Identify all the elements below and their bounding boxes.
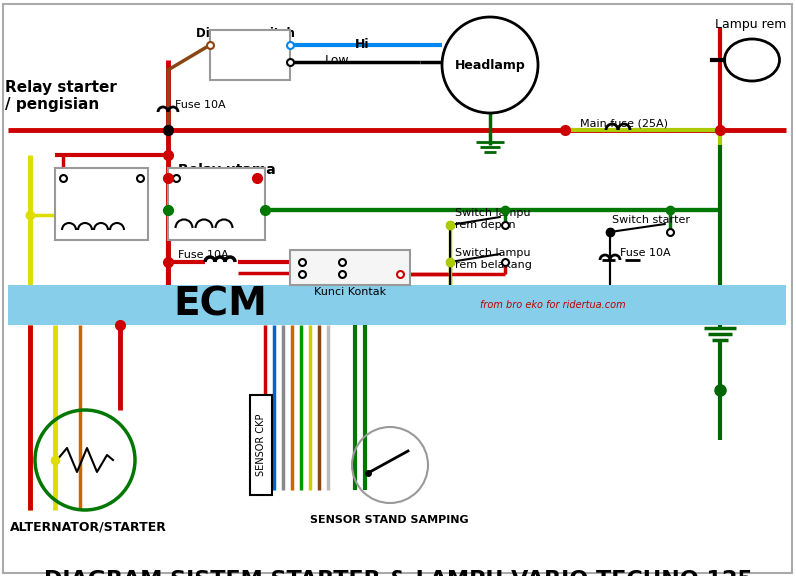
Bar bbox=[8, 285, 786, 325]
Text: SENSOR STAND SAMPING: SENSOR STAND SAMPING bbox=[310, 515, 469, 525]
Bar bbox=[55, 168, 148, 240]
Text: Headlamp: Headlamp bbox=[455, 59, 525, 71]
Text: Switch starter: Switch starter bbox=[612, 215, 690, 225]
Bar bbox=[250, 395, 272, 495]
Text: Fuse 10A: Fuse 10A bbox=[620, 248, 670, 258]
Text: Hi: Hi bbox=[355, 38, 369, 51]
Text: Dimmer switch: Dimmer switch bbox=[196, 27, 295, 40]
Text: Relay starter
/ pengisian: Relay starter / pengisian bbox=[5, 80, 117, 112]
Text: Switch lampu
rem belakang: Switch lampu rem belakang bbox=[455, 248, 532, 270]
Text: Fuse 10A: Fuse 10A bbox=[178, 250, 228, 260]
Text: DIAGRAM SISTEM STARTER & LAMPU VARIO TECHNO 125: DIAGRAM SISTEM STARTER & LAMPU VARIO TEC… bbox=[44, 570, 752, 576]
Text: Fuse 10A: Fuse 10A bbox=[175, 100, 225, 110]
Text: ALTERNATOR/STARTER: ALTERNATOR/STARTER bbox=[10, 520, 167, 533]
Text: Switch lampu
rem depan: Switch lampu rem depan bbox=[455, 208, 530, 230]
Text: Kunci Kontak: Kunci Kontak bbox=[314, 287, 386, 297]
Text: from bro eko for ridertua.com: from bro eko for ridertua.com bbox=[480, 300, 626, 310]
Text: Relay utama: Relay utama bbox=[178, 163, 275, 177]
Text: Main fuse (25A): Main fuse (25A) bbox=[580, 118, 668, 128]
Bar bbox=[168, 168, 265, 240]
Text: Low: Low bbox=[325, 54, 349, 67]
Bar bbox=[210, 30, 290, 80]
Text: ECM: ECM bbox=[173, 286, 267, 324]
Bar bbox=[290, 250, 410, 285]
Text: SENSOR CKP: SENSOR CKP bbox=[256, 414, 266, 476]
Text: Lampu rem: Lampu rem bbox=[715, 18, 786, 31]
